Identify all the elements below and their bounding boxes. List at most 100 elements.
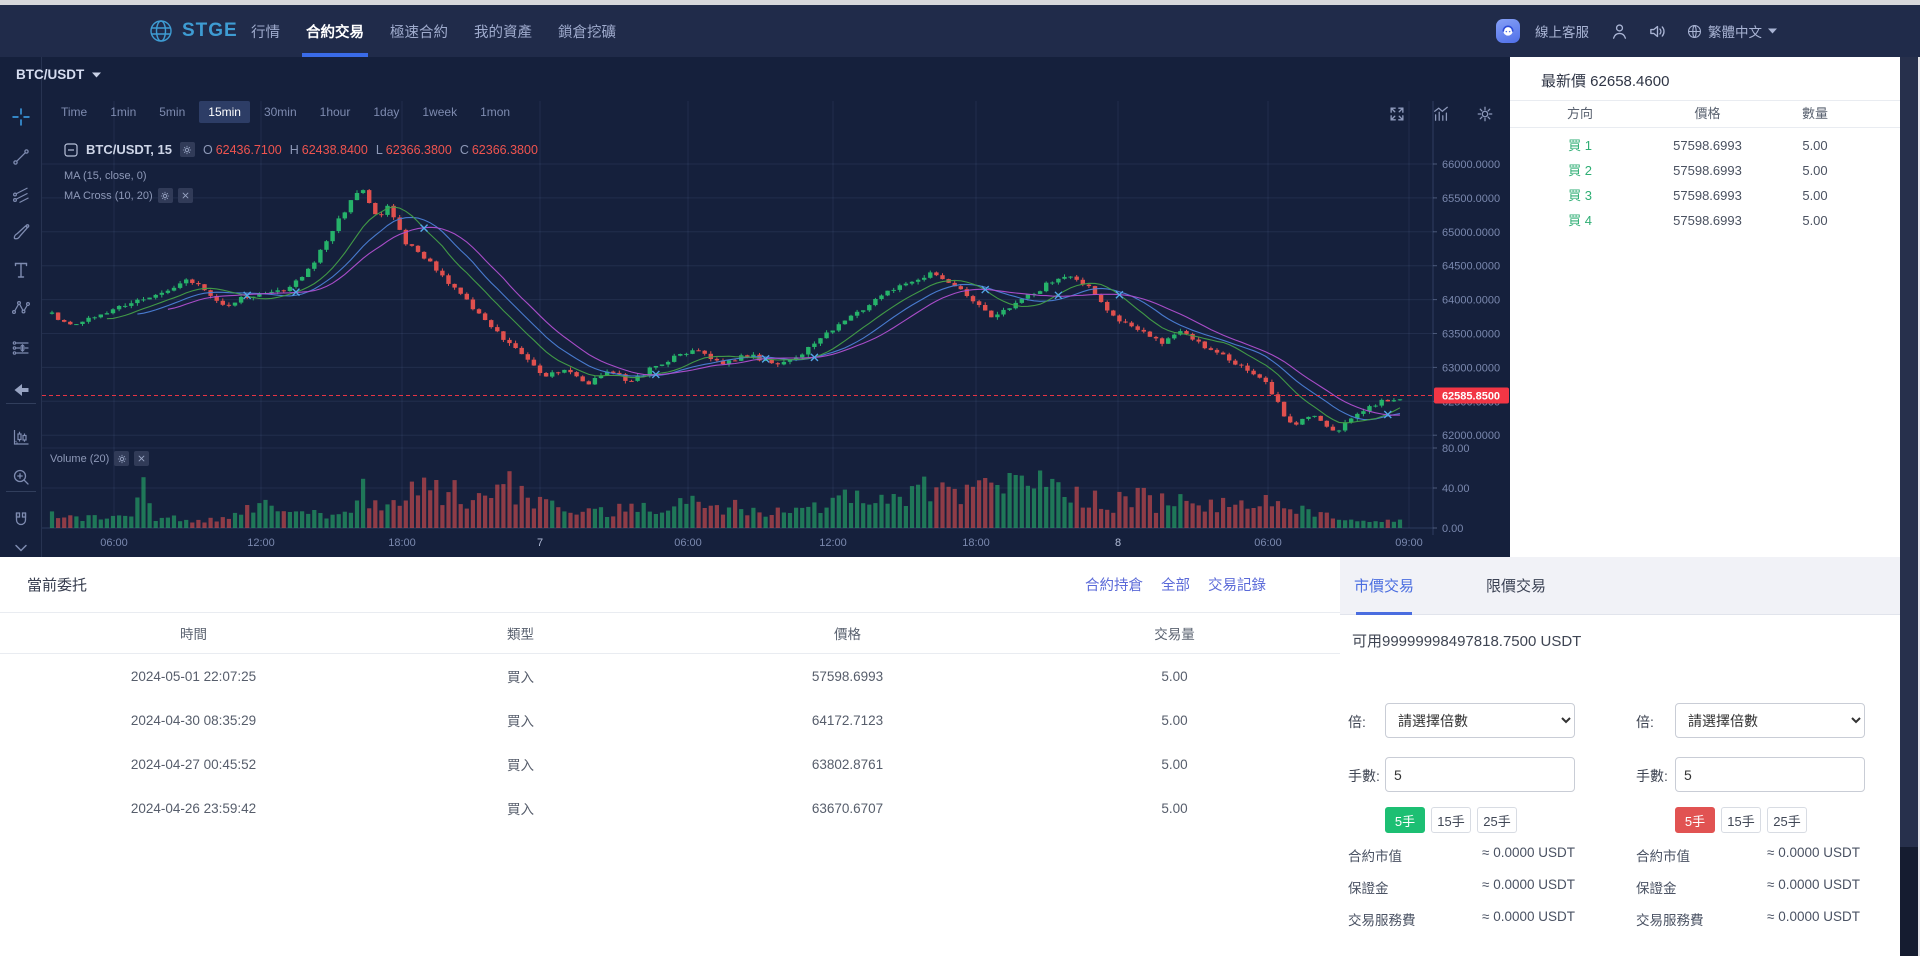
col-type: 類型 xyxy=(507,626,534,642)
nav-item-fast-contract[interactable]: 極速合約 xyxy=(390,24,448,41)
leverage-label-sell: 倍: xyxy=(1636,714,1654,730)
tab-limit-trade[interactable]: 限價交易 xyxy=(1486,578,1547,595)
speaker-icon[interactable] xyxy=(1648,22,1667,41)
text-tool-icon[interactable] xyxy=(11,260,31,280)
market-value-label-sell: 合約市值 xyxy=(1636,849,1690,864)
customer-service-label[interactable]: 線上客服 xyxy=(1535,25,1589,40)
language-label: 繁體中文 xyxy=(1708,25,1762,40)
volume-remove-icon[interactable] xyxy=(134,451,150,466)
lot-5-button-sell[interactable]: 5手 xyxy=(1675,807,1715,833)
user-icon[interactable] xyxy=(1610,22,1629,41)
order-book-row[interactable]: 買 3 57598.6993 5.00 xyxy=(1568,188,1828,203)
tf-1hour[interactable]: 1hour xyxy=(319,105,351,119)
col-direction: 方向 xyxy=(1566,106,1593,121)
candlestick-chart[interactable]: 06:00 12:00 18:00 7 06:00 12:00 18:00 8 06:00 09:… xyxy=(0,57,1510,557)
order-book-row[interactable]: 買 1 57598.6993 5.00 xyxy=(1568,138,1828,153)
ma-cross-settings-gear-icon[interactable] xyxy=(157,188,173,203)
nav-item-my-assets[interactable]: 我的資產 xyxy=(474,24,532,41)
xabcd-pattern-tool-icon[interactable] xyxy=(11,298,31,318)
language-selector[interactable]: 繁體中文 xyxy=(1686,21,1778,41)
bar-measure-icon[interactable] xyxy=(11,427,31,447)
nav-item-markets[interactable]: 行情 xyxy=(251,24,280,41)
order-book-row[interactable]: 買 2 57598.6993 5.00 xyxy=(1568,163,1828,178)
svg-text:09:00: 09:00 xyxy=(1395,537,1423,549)
order-book-panel: 最新價 62658.4600 方向 價格 數量 買 1 57598.6993 5.0… xyxy=(1510,57,1900,557)
scrollbar-thumb[interactable] xyxy=(1900,57,1918,847)
legend-gear-icon[interactable] xyxy=(179,142,195,157)
divider xyxy=(0,653,1340,654)
lot-15-button-buy[interactable]: 15手 xyxy=(1431,807,1471,833)
brush-tool-icon[interactable] xyxy=(11,222,31,242)
svg-text:12:00: 12:00 xyxy=(247,537,275,549)
tab-market-trade[interactable]: 市價交易 xyxy=(1354,557,1414,615)
lots-input-sell[interactable] xyxy=(1675,757,1865,792)
zoom-in-icon[interactable] xyxy=(11,467,31,487)
fee-sell: ≈ 0.0000 USDT xyxy=(1767,909,1860,924)
lot-5-button-buy[interactable]: 5手 xyxy=(1385,807,1425,833)
fee-label-sell: 交易服務費 xyxy=(1636,913,1704,928)
svg-text:40.00: 40.00 xyxy=(1442,483,1470,495)
order-book-header: 方向 價格 數量 xyxy=(1510,103,1900,125)
lot-25-button-buy[interactable]: 25手 xyxy=(1477,807,1517,833)
tf-1day[interactable]: 1day xyxy=(373,105,400,119)
svg-text:06:00: 06:00 xyxy=(1254,537,1282,549)
nav-item-staking[interactable]: 鎖倉挖礦 xyxy=(558,24,616,41)
orders-table-header: 時間 類型 價格 交易量 xyxy=(0,612,1340,653)
tf-15min[interactable]: 15min xyxy=(199,101,250,123)
available-balance: 可用99999998497818.7500 USDT xyxy=(1352,633,1582,650)
col-price: 價格 xyxy=(834,626,861,642)
tf-30min[interactable]: 30min xyxy=(263,105,297,119)
ma-cross-label: MA Cross (10, 20) xyxy=(64,189,153,202)
svg-text:0.00: 0.00 xyxy=(1442,523,1463,535)
lots-input-buy[interactable] xyxy=(1385,757,1575,792)
link-all[interactable]: 全部 xyxy=(1161,578,1190,594)
pitchfork-tool-icon[interactable] xyxy=(11,185,31,205)
arrow-left-icon[interactable] xyxy=(11,380,31,400)
tf-1mon[interactable]: 1mon xyxy=(480,105,511,119)
market-value-label-buy: 合約市值 xyxy=(1348,849,1402,864)
link-trade-history[interactable]: 交易記錄 xyxy=(1208,578,1266,594)
fullscreen-icon[interactable] xyxy=(1388,105,1406,123)
market-value-buy: ≈ 0.0000 USDT xyxy=(1482,845,1575,860)
lot-25-button-sell[interactable]: 25手 xyxy=(1767,807,1807,833)
indicators-icon[interactable] xyxy=(1432,105,1450,123)
svg-text:18:00: 18:00 xyxy=(962,537,990,549)
symbol-dropdown[interactable]: BTC/USDT xyxy=(16,67,102,82)
fee-buy: ≈ 0.0000 USDT xyxy=(1482,909,1575,924)
margin-buy: ≈ 0.0000 USDT xyxy=(1482,877,1575,892)
trend-line-tool-icon[interactable] xyxy=(11,147,31,167)
link-contract-positions[interactable]: 合約持倉 xyxy=(1085,578,1143,594)
collapse-toolbar-chevron-icon[interactable] xyxy=(11,538,31,558)
symbol-label: BTC/USDT xyxy=(16,67,85,82)
page-scrollbar[interactable] xyxy=(1900,57,1918,956)
order-book-row[interactable]: 買 4 57598.6993 5.00 xyxy=(1568,213,1828,228)
ohlc-low: L 62366.3800 xyxy=(375,142,452,157)
svg-text:8: 8 xyxy=(1115,537,1121,549)
trade-tabs: 市價交易 限價交易 xyxy=(1340,557,1900,615)
ohlc-high: H 62438.8400 xyxy=(289,142,368,157)
leverage-select-buy[interactable]: 請選擇倍數 xyxy=(1385,703,1575,738)
volume-label: Volume (20) xyxy=(50,452,110,465)
latest-price: 最新價 62658.4600 xyxy=(1541,73,1670,90)
fee-label-buy: 交易服務費 xyxy=(1348,913,1416,928)
gear-icon[interactable] xyxy=(1476,105,1494,123)
magnet-icon[interactable] xyxy=(11,510,31,530)
toolbar-divider xyxy=(6,491,36,492)
tf-5min[interactable]: 5min xyxy=(159,105,186,119)
timeframe-bar: Time 1min 5min 15min 30min 1hour 1day 1w… xyxy=(52,101,519,123)
long-short-position-tool-icon[interactable] xyxy=(11,338,31,358)
tf-1min[interactable]: 1min xyxy=(110,105,137,119)
lot-15-button-sell[interactable]: 15手 xyxy=(1721,807,1761,833)
svg-text:06:00: 06:00 xyxy=(674,537,702,549)
ma-cross-remove-icon[interactable] xyxy=(177,188,193,203)
leverage-select-sell[interactable]: 請選擇倍數 xyxy=(1675,703,1865,738)
tf-1week[interactable]: 1week xyxy=(422,105,458,119)
nav-item-contract-trade[interactable]: 合約交易 xyxy=(302,5,368,57)
tf-time[interactable]: Time xyxy=(61,105,88,119)
margin-label-buy: 保證金 xyxy=(1348,881,1389,896)
volume-settings-gear-icon[interactable] xyxy=(114,451,130,466)
logo[interactable]: STGE xyxy=(147,5,238,57)
customer-service-icon[interactable] xyxy=(1496,19,1520,43)
crosshair-tool-icon[interactable] xyxy=(11,107,31,127)
